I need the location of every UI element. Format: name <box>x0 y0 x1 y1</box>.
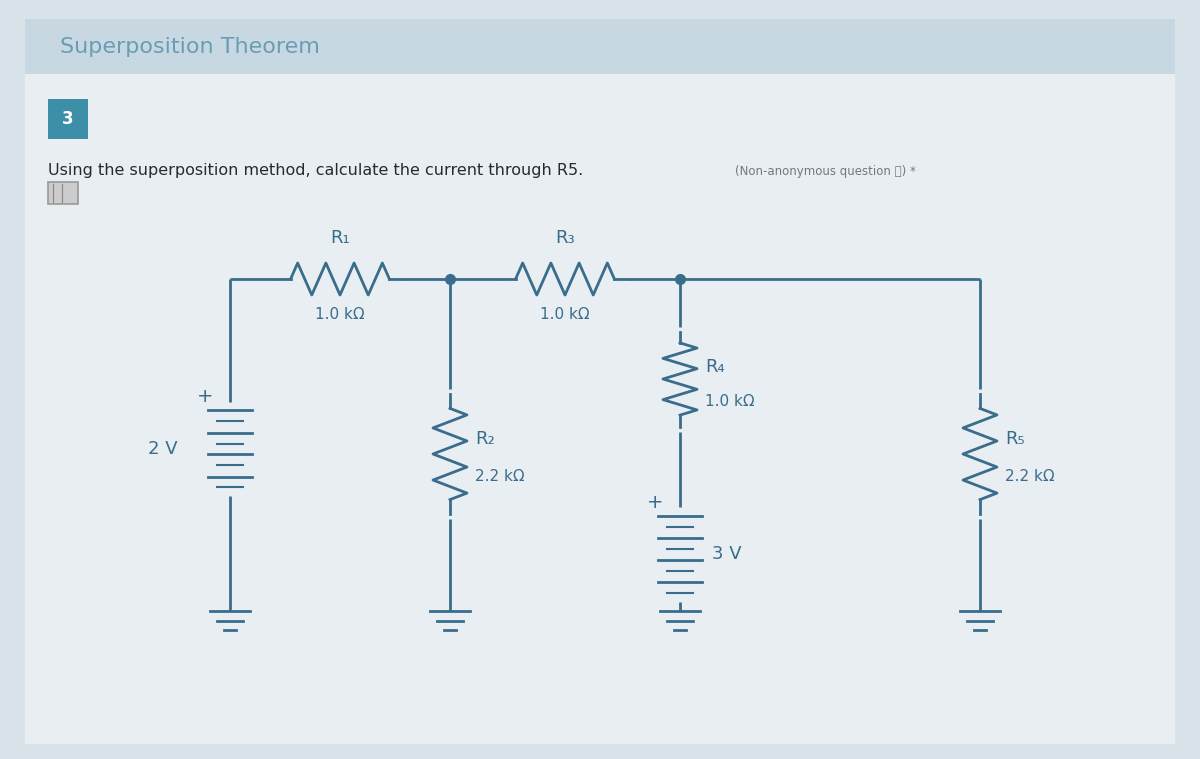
Text: 1.0 kΩ: 1.0 kΩ <box>540 307 590 322</box>
Text: R₅: R₅ <box>1006 430 1025 448</box>
Text: 1.0 kΩ: 1.0 kΩ <box>706 393 755 408</box>
Text: R₂: R₂ <box>475 430 494 448</box>
Text: (Non-anonymous question ⓘ) *: (Non-anonymous question ⓘ) * <box>734 165 916 178</box>
Bar <box>25 19 1175 74</box>
Text: R₄: R₄ <box>706 358 725 376</box>
Text: R₃: R₃ <box>556 229 575 247</box>
Text: 2 V: 2 V <box>149 440 178 458</box>
Text: Superposition Theorem: Superposition Theorem <box>60 37 320 57</box>
Text: Using the superposition method, calculate the current through R5.: Using the superposition method, calculat… <box>48 163 583 178</box>
Text: +: + <box>197 388 214 407</box>
Text: R₁: R₁ <box>330 229 350 247</box>
Bar <box>48 182 78 204</box>
Text: 3 V: 3 V <box>712 545 742 563</box>
Text: +: + <box>647 493 664 512</box>
Text: 1.0 kΩ: 1.0 kΩ <box>316 307 365 322</box>
Bar <box>48 99 88 139</box>
Text: 3: 3 <box>62 110 74 128</box>
Text: 2.2 kΩ: 2.2 kΩ <box>475 468 524 483</box>
Text: 2.2 kΩ: 2.2 kΩ <box>1006 468 1055 483</box>
